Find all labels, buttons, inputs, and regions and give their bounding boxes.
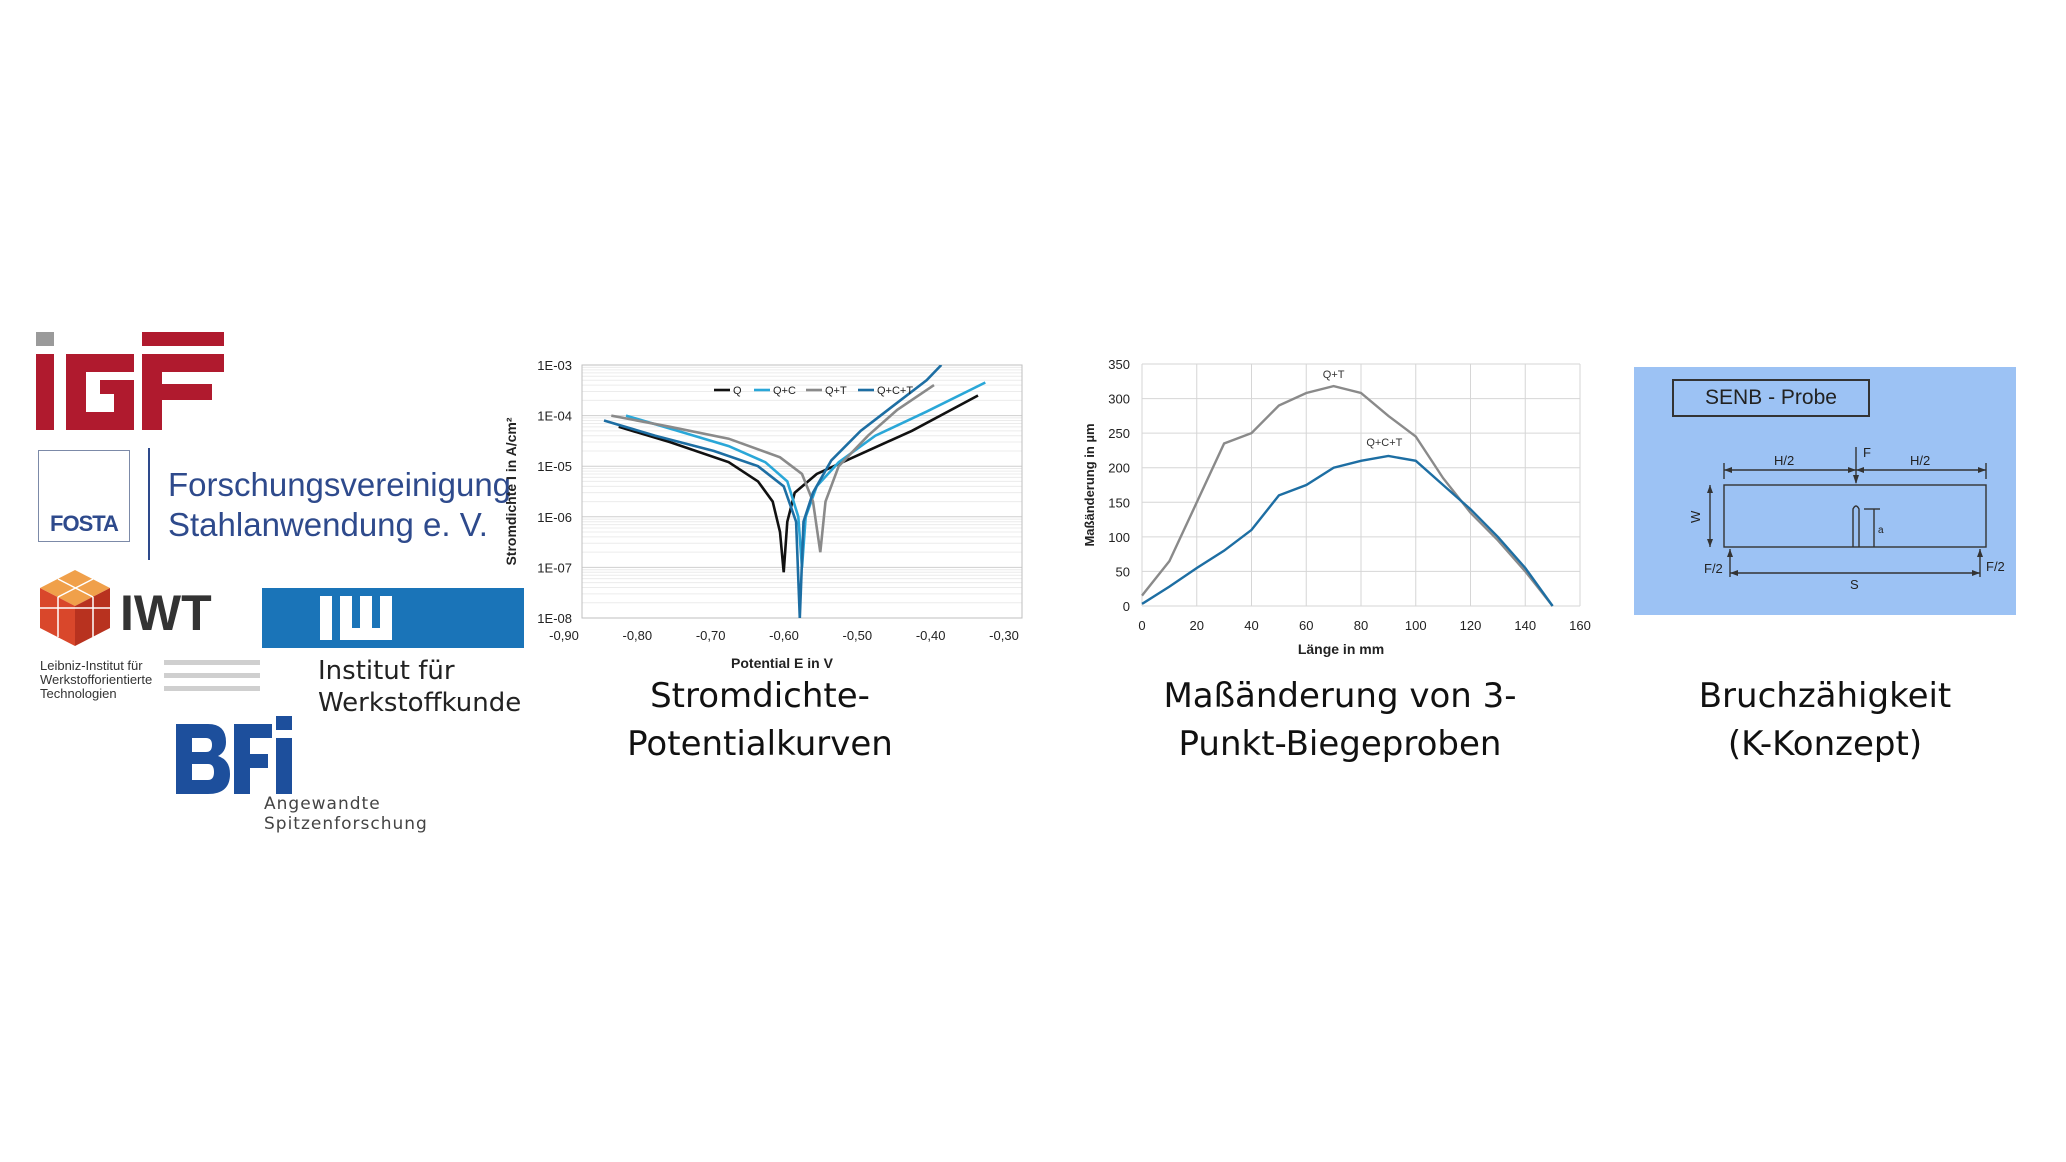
logo-igf <box>36 332 226 432</box>
senb-specimen-drawing: H/2 F H/2 W a F/2 S F/2 <box>1688 445 2005 592</box>
bfi-line1: Angewandte <box>264 794 381 814</box>
igf-logo-icon <box>36 332 224 430</box>
senb-title: SENB - Probe <box>1705 386 1837 409</box>
y-tick-label: 200 <box>1108 461 1130 476</box>
current-density-chart: 1E-03 1E-04 1E-05 1E-06 1E-07 1E-08 -0,90 -0,80… <box>503 358 1023 671</box>
fosta-box: FOSTA <box>38 450 130 542</box>
plot-frame <box>581 364 1023 619</box>
fosta-line2: Stahlanwendung e. V. <box>168 506 488 543</box>
bfi-logo-icon <box>176 716 292 794</box>
iwt-line3: Technologien <box>40 686 117 701</box>
x-tick-label: 20 <box>1190 618 1204 633</box>
series-line-q-t <box>611 384 935 553</box>
senb-diagram: SENB - Probe <box>1634 367 2016 615</box>
senb-label-f: F <box>1863 445 1871 460</box>
senb-label-h2-right: H/2 <box>1910 453 1930 468</box>
fosta-line1: Forschungsvereinigung <box>168 466 512 503</box>
iwt-abbr: IWT <box>120 585 212 641</box>
series-label-q-c-t: Q+C+T <box>1366 437 1402 449</box>
x-tick-label: 160 <box>1569 618 1591 633</box>
y-tick-label: 1E-07 <box>537 560 572 575</box>
series-line-q-c-t <box>603 365 943 618</box>
y-tick-label: 0 <box>1123 599 1130 614</box>
senb-label-h2-left: H/2 <box>1774 453 1794 468</box>
logo-iw: Institut für Werkstoffkunde <box>262 588 524 718</box>
y-tick-label: 350 <box>1108 357 1130 372</box>
x-tick-label: 40 <box>1244 618 1258 633</box>
caption-current-density-line1: Stromdichte- <box>650 676 870 716</box>
senb-label-w: W <box>1688 510 1703 523</box>
x-tick-label: -0,90 <box>549 628 579 643</box>
x-tick-label: 140 <box>1514 618 1536 633</box>
logo-iwt: IWT Leibniz-Institut für Werkstofforient… <box>36 566 266 706</box>
logo-fosta: FOSTA Forschungsvereinigung Stahlanwendu… <box>36 448 511 560</box>
iwt-cube-icon <box>40 570 110 646</box>
caption-current-density-line2: Potentialkurven <box>627 724 893 764</box>
x-tick-label: -0,30 <box>989 628 1019 643</box>
x-axis-label: Länge in mm <box>1298 641 1384 657</box>
senb-label-a: a <box>1878 525 1884 536</box>
x-tick-label: -0,70 <box>696 628 726 643</box>
x-tick-label: 60 <box>1299 618 1313 633</box>
y-tick-label: 1E-04 <box>537 409 572 424</box>
iw-line1: Institut für <box>318 656 455 686</box>
senb-title-box: SENB - Probe <box>1672 379 1870 417</box>
y-tick-label: 300 <box>1108 392 1130 407</box>
fosta-divider <box>148 448 150 560</box>
x-tick-label: 100 <box>1405 618 1427 633</box>
series-line-q-c <box>625 381 986 568</box>
caption-fracture-toughness-line1: Bruchzähigkeit <box>1698 676 1952 716</box>
caption-dimension-change: Maßänderung von 3- Punkt-Biegeproben <box>1120 672 1560 768</box>
y-tick-label: 1E-08 <box>537 611 572 626</box>
legend-label: Q <box>733 385 742 397</box>
iwt-stripes <box>164 660 260 691</box>
series-line-q-t <box>1141 384 1554 607</box>
dimension-change-chart: 0 20 40 60 80 100 120 140 160 0 50 100 150 200 250 300 3… <box>1082 357 1591 657</box>
x-tick-label: 120 <box>1460 618 1482 633</box>
senb-label-f2-left: F/2 <box>1704 561 1723 576</box>
y-tick-label: 100 <box>1108 530 1130 545</box>
y-tick-label: 1E-06 <box>537 510 572 525</box>
iwt-line1: Leibniz-Institut für <box>40 658 143 673</box>
x-tick-label: -0,60 <box>769 628 799 643</box>
x-tick-label: 0 <box>1138 618 1145 633</box>
series-label-q-t: Q+T <box>1323 369 1345 381</box>
caption-dimension-change-line1: Maßänderung von 3- <box>1163 676 1517 716</box>
bfi-line2: Spitzenforschung <box>264 814 428 834</box>
x-axis-label: Potential E in V <box>731 655 834 671</box>
x-tick-label: -0,80 <box>623 628 653 643</box>
iw-bar <box>262 588 524 648</box>
caption-fracture-toughness: Bruchzähigkeit (K-Konzept) <box>1625 672 2025 768</box>
y-tick-label: 1E-05 <box>537 459 572 474</box>
iw-line2: Werkstoffkunde <box>318 688 522 718</box>
caption-current-density: Stromdichte- Potentialkurven <box>560 672 960 768</box>
legend-label: Q+T <box>825 385 847 397</box>
caption-fracture-toughness-line2: (K-Konzept) <box>1727 724 1923 764</box>
x-tick-label: -0,50 <box>843 628 873 643</box>
fosta-abbr: FOSTA <box>50 511 119 536</box>
iwt-line2: Werkstofforientierte <box>40 672 153 687</box>
caption-dimension-change-line2: Punkt-Biegeproben <box>1178 724 1502 764</box>
series-line-q-c-t <box>1141 454 1554 607</box>
logo-bfi: Angewandte Spitzenforschung <box>176 712 428 834</box>
iw-mark-icon <box>320 596 392 640</box>
series-line-q <box>618 394 979 573</box>
y-tick-label: 250 <box>1108 426 1130 441</box>
senb-label-f2-right: F/2 <box>1986 559 2005 574</box>
y-tick-label: 1E-03 <box>537 358 572 373</box>
y-tick-label: 50 <box>1116 564 1130 579</box>
legend-label: Q+C+T <box>877 385 913 397</box>
y-tick-label: 150 <box>1108 495 1130 510</box>
senb-label-s: S <box>1850 577 1859 592</box>
x-tick-label: -0,40 <box>916 628 946 643</box>
y-axis-label: Stromdichte I in A/cm² <box>503 417 519 565</box>
legend-label: Q+C <box>773 385 796 397</box>
y-axis-label: Maßänderung in µm <box>1082 423 1097 546</box>
x-tick-label: 80 <box>1354 618 1368 633</box>
